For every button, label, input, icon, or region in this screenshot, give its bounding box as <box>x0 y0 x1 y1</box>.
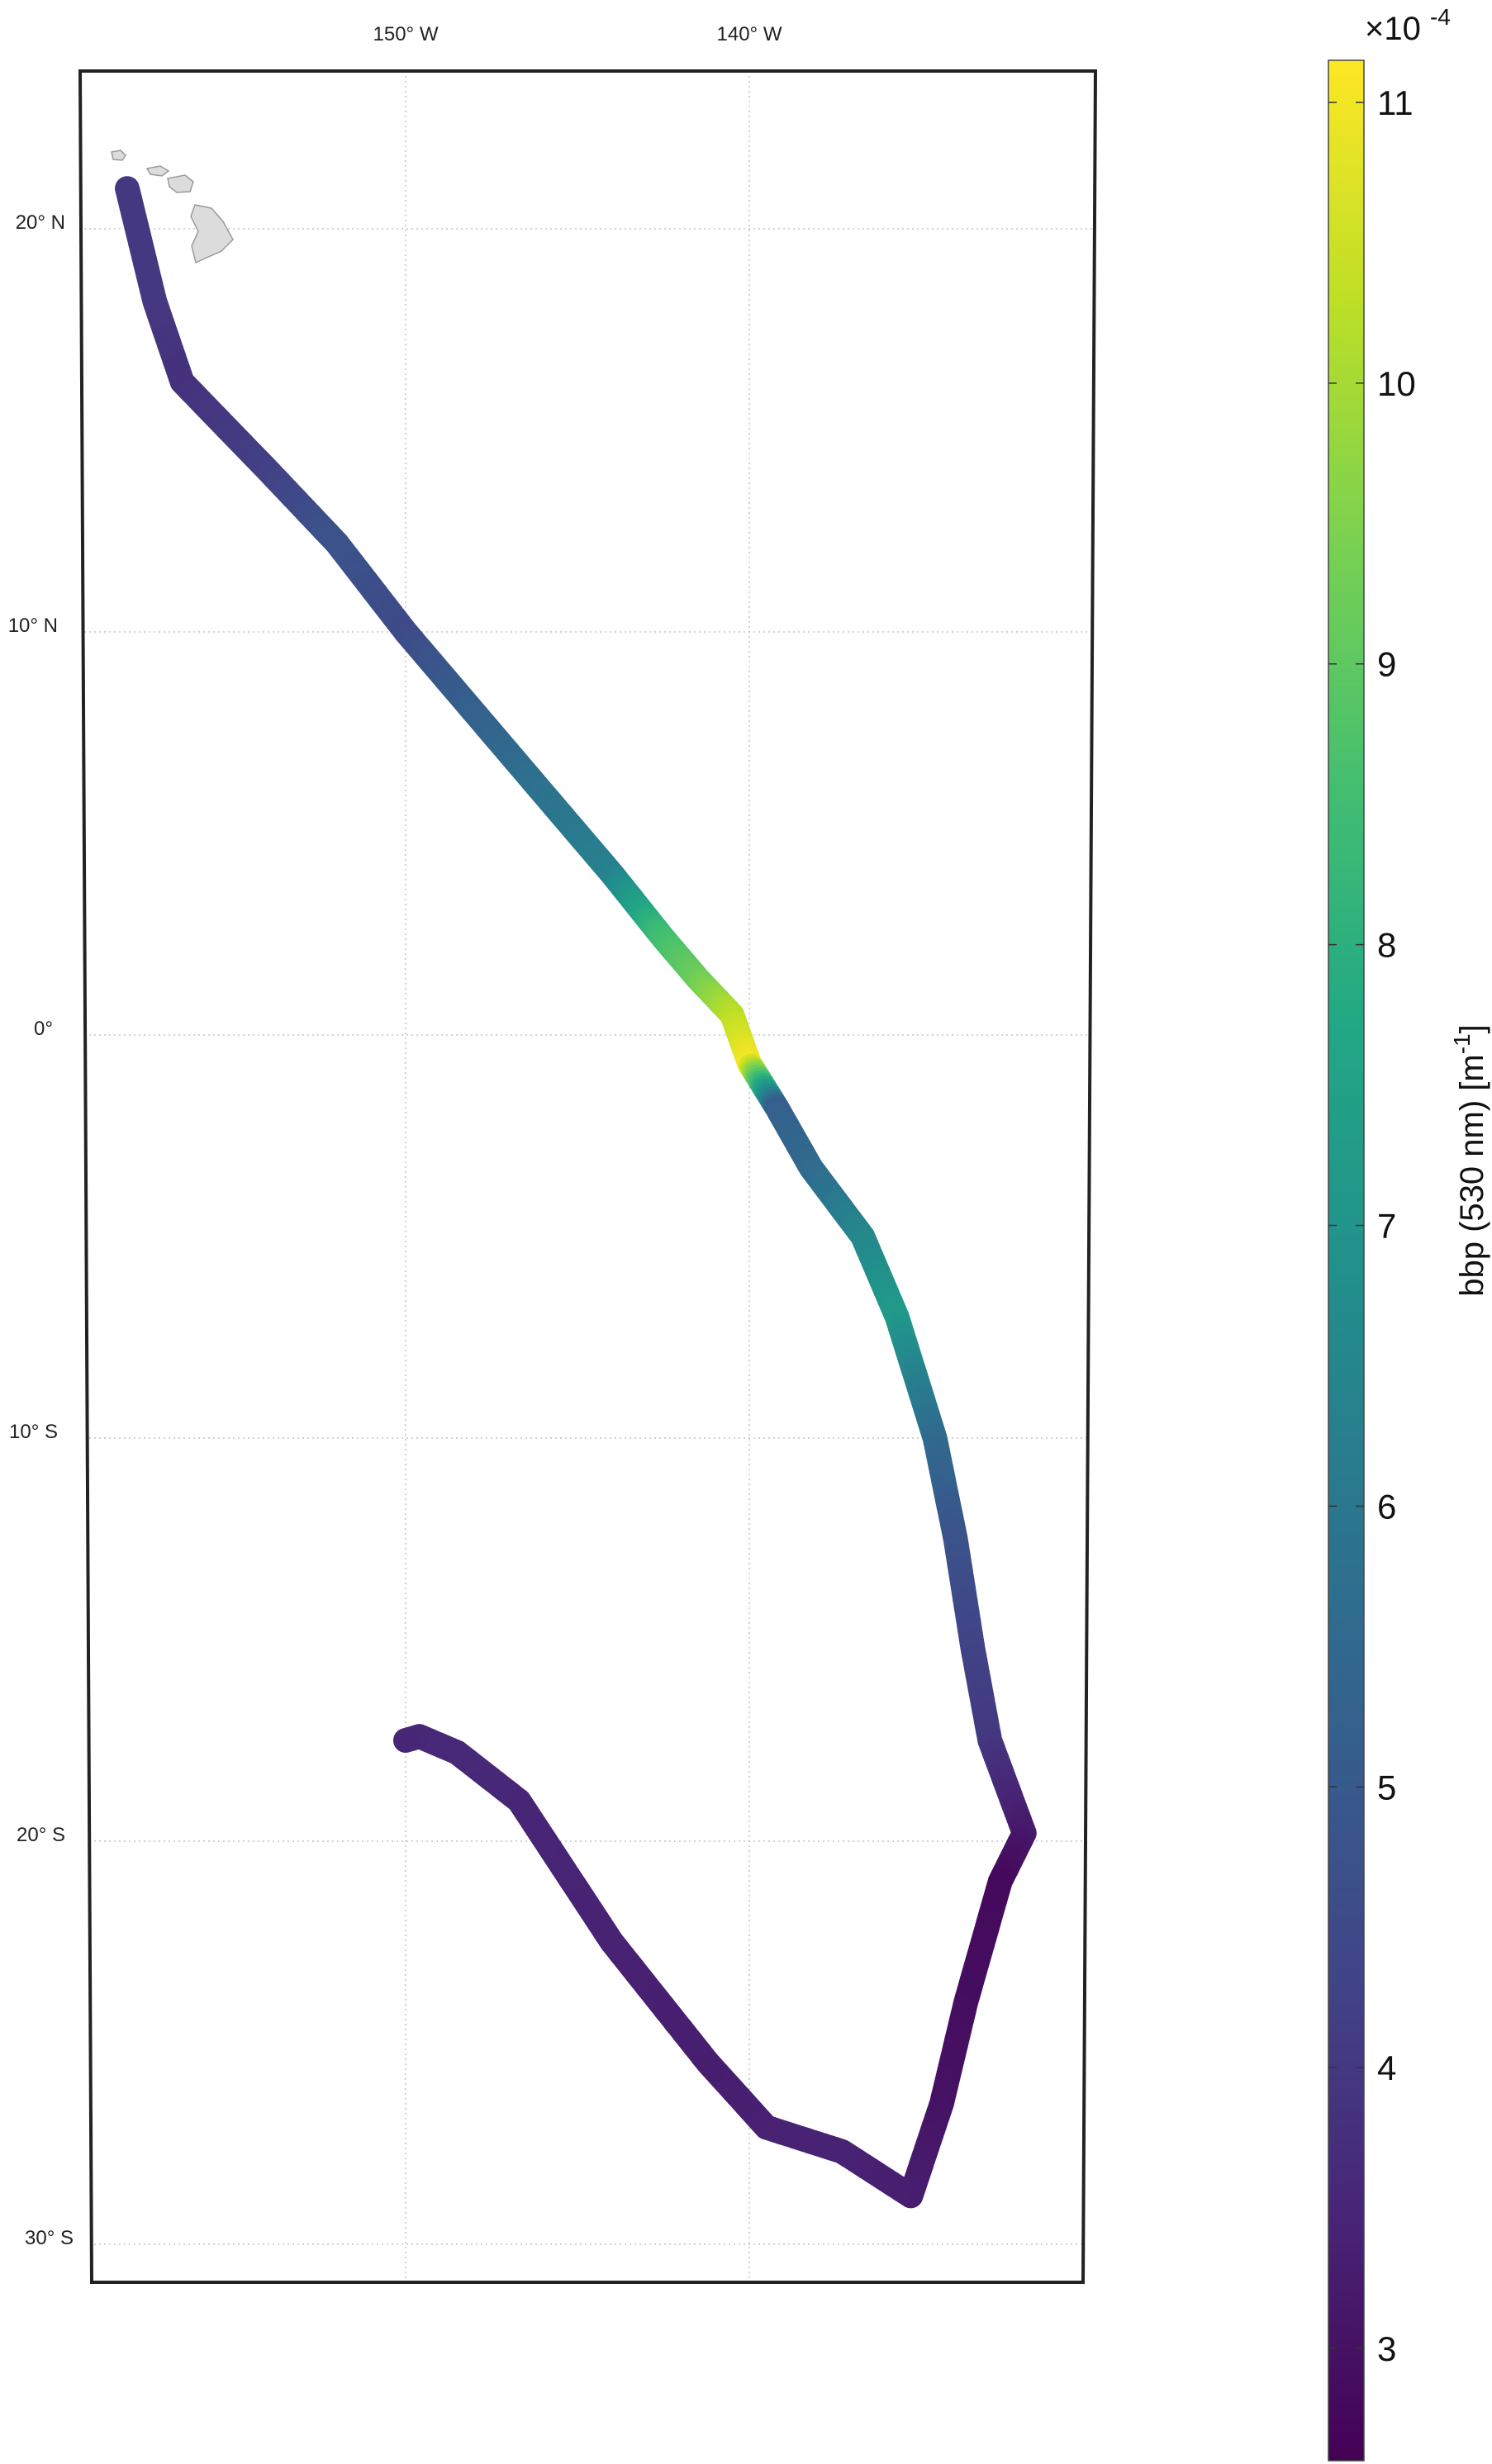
island-kauai <box>111 150 126 161</box>
lon-label-150w: 150° W <box>373 23 439 45</box>
map-frame <box>78 69 1098 2284</box>
bbp-track <box>115 176 1037 2209</box>
colorbar-tick-label: 9 <box>1377 645 1396 684</box>
lat-label-20s: 20° S <box>17 1824 65 1846</box>
lat-label-30s: 30° S <box>25 2227 74 2249</box>
lon-label-140w: 140° W <box>717 23 782 45</box>
island-maui <box>167 174 194 193</box>
track-point <box>393 1728 418 1753</box>
colorbar-tick-label: 3 <box>1377 2329 1396 2368</box>
colorbar-tick-label: 11 <box>1377 83 1414 122</box>
colorbar-multiplier: ×10 -4 <box>1365 4 1451 47</box>
lat-label-20n: 20° N <box>16 211 65 234</box>
colorbar-tick-label: 4 <box>1377 2049 1396 2087</box>
island-oahu <box>145 165 170 177</box>
colorbar-label: bbp (530 nm) [m-1] <box>1449 1024 1490 1297</box>
colorbar: 3 4 5 6 7 8 9 10 11 ×10 -4 bbp (530 nm) [m-1] <box>1328 4 1490 2462</box>
graticule <box>80 71 1095 2282</box>
island-hawaii <box>190 204 234 264</box>
colorbar-tick-label: 5 <box>1377 1768 1396 1806</box>
colorbar-gradient <box>1328 59 1365 2462</box>
colorbar-tick-label: 6 <box>1377 1487 1396 1526</box>
land-hawaii <box>111 150 234 264</box>
map-panel: 150° W 140° W 20° N 10° N 0° 10° S 20° S… <box>8 23 1098 2284</box>
lat-label-0: 0° <box>34 1018 53 1040</box>
colorbar-ticks: 3 4 5 6 7 8 9 10 11 <box>1328 83 1416 2368</box>
lat-label-10n: 10° N <box>8 615 58 637</box>
colorbar-tick-label: 8 <box>1377 926 1396 965</box>
map-axis-labels: 150° W 140° W 20° N 10° N 0° 10° S 20° S… <box>8 23 782 2249</box>
colorbar-tick-label: 7 <box>1377 1207 1396 1246</box>
colorbar-tick-label: 10 <box>1377 364 1416 403</box>
lat-label-10s: 10° S <box>9 1421 58 1443</box>
